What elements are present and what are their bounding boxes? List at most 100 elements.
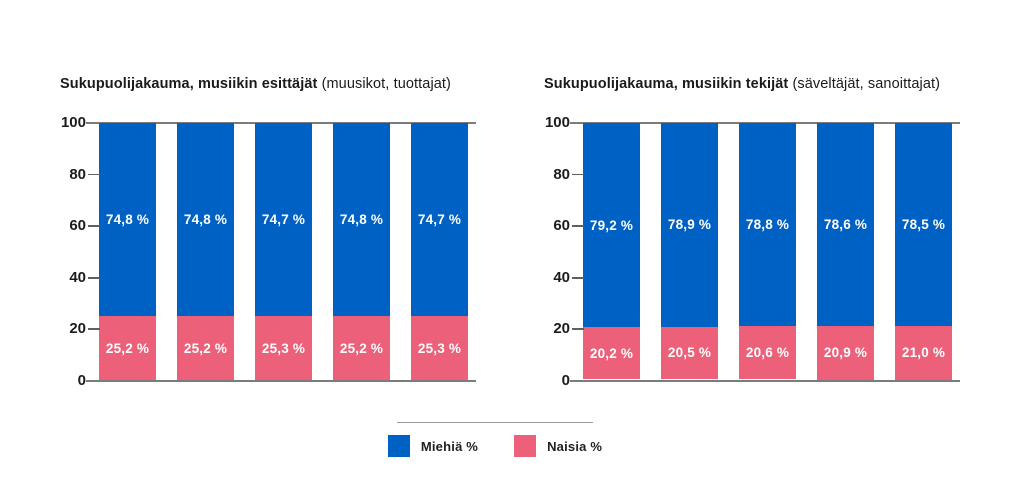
bar-segment-women: 21,0 % — [895, 325, 952, 380]
legend-items: Miehiä % Naisia % — [387, 435, 602, 457]
legend-swatch-icon — [514, 435, 537, 457]
bar-value-label: 78,5 % — [901, 216, 946, 232]
bar-segment-women: 20,6 % — [739, 326, 796, 380]
chart-title-bold: Sukupuolijakauma, musiikin tekijät — [544, 76, 789, 92]
stacked-bar: 74,7 % 25,3 % — [411, 123, 468, 381]
y-tick-mark — [572, 173, 584, 176]
bar-value-label: 25,2 % — [183, 340, 228, 356]
plot-area: 74,8 % 25,2 % 74,8 % 25,2 % 74,7 % 25,3 % 74,8… — [86, 122, 476, 382]
y-tick-mark — [572, 328, 584, 331]
y-tick-label: 60 — [69, 217, 86, 235]
plot: 0 20 40 60 80 100 74,8 % 25,2 % 74,8 % 25,2 % 74,… — [42, 115, 476, 389]
chart-performers: Sukupuolijakauma, musiikin esittäjät (mu… — [42, 70, 476, 392]
bar-segment-men: 78,9 % — [661, 123, 718, 327]
chart-title: Sukupuolijakauma, musiikin esittäjät (mu… — [60, 76, 451, 92]
bar-value-label: 79,2 % — [589, 217, 634, 233]
chart-title-paren: (säveltäjät, sanoittajat) — [792, 76, 941, 92]
bar-value-label: 20,5 % — [667, 345, 712, 361]
stacked-bar: 74,7 % 25,3 % — [255, 123, 312, 381]
chart-title-bold: Sukupuolijakauma, musiikin esittäjät — [60, 76, 318, 92]
top-axis-line — [570, 122, 960, 124]
legend-item: Naisia % — [514, 435, 602, 457]
bars-group: 79,2 % 20,2 % 78,9 % 20,5 % 78,8 % 20,6 % 78,6… — [583, 123, 952, 381]
y-axis: 0 20 40 60 80 100 — [42, 115, 86, 389]
stacked-bar: 78,9 % 20,5 % — [661, 123, 718, 381]
y-tick-label: 40 — [553, 268, 570, 286]
stacked-bar: 78,5 % 21,0 % — [895, 123, 952, 381]
bar-segment-women: 25,3 % — [255, 315, 312, 381]
bar-value-label: 78,9 % — [667, 217, 712, 233]
legend: Miehiä % Naisia % — [0, 422, 1007, 457]
top-axis-line — [86, 122, 476, 124]
stacked-bar: 78,6 % 20,9 % — [817, 123, 874, 381]
y-tick-mark — [88, 173, 100, 176]
bar-segment-women: 25,2 % — [333, 315, 390, 381]
bar-segment-men: 79,2 % — [583, 123, 640, 328]
y-tick-mark — [572, 225, 584, 227]
y-tick-label: 100 — [544, 114, 570, 131]
y-tick-mark — [572, 276, 584, 279]
bar-segment-men: 78,5 % — [895, 123, 952, 326]
bar-segment-men: 78,6 % — [817, 123, 874, 326]
legend-label: Miehiä % — [420, 438, 479, 454]
y-tick-mark — [88, 276, 100, 279]
bar-segment-men: 74,7 % — [255, 123, 312, 316]
bar-value-label: 20,9 % — [823, 345, 868, 361]
bar-segment-women: 20,5 % — [661, 326, 718, 380]
legend-item: Miehiä % — [387, 435, 479, 457]
bar-segment-men: 78,8 % — [739, 123, 796, 327]
bar-value-label: 74,7 % — [261, 211, 306, 227]
y-tick-mark — [88, 225, 100, 227]
y-tick-label: 80 — [69, 165, 86, 183]
legend-swatch-icon — [387, 435, 410, 457]
bar-segment-men: 74,8 % — [177, 123, 234, 316]
bar-value-label: 74,7 % — [417, 211, 462, 227]
bar-value-label: 25,2 % — [339, 340, 384, 356]
plot: 0 20 40 60 80 100 79,2 % 20,2 % 78,9 % 20,5 % 78,… — [526, 115, 960, 389]
bar-segment-men: 74,8 % — [333, 123, 390, 316]
y-tick-label: 100 — [60, 114, 86, 131]
y-tick-label: 0 — [77, 372, 86, 389]
bar-value-label: 78,6 % — [823, 216, 868, 232]
stacked-bar: 79,2 % 20,2 % — [583, 123, 640, 381]
bar-segment-men: 74,8 % — [99, 123, 156, 316]
stacked-bar: 74,8 % 25,2 % — [333, 123, 390, 381]
y-tick-mark — [88, 328, 100, 331]
y-tick-label: 40 — [69, 268, 86, 286]
stacked-bar: 74,8 % 25,2 % — [177, 123, 234, 381]
y-axis: 0 20 40 60 80 100 — [526, 115, 570, 389]
bar-value-label: 20,2 % — [589, 345, 634, 361]
bar-value-label: 74,8 % — [183, 211, 228, 227]
legend-label: Naisia % — [547, 438, 603, 454]
chart-title-paren: (muusikot, tuottajat) — [321, 76, 451, 92]
bar-value-label: 25,3 % — [417, 340, 462, 356]
bar-segment-women: 25,3 % — [411, 315, 468, 381]
bar-segment-men: 74,7 % — [411, 123, 468, 316]
bar-value-label: 78,8 % — [745, 217, 790, 233]
bar-segment-women: 20,9 % — [817, 325, 874, 380]
chart-creators: Sukupuolijakauma, musiikin tekijät (säve… — [526, 70, 960, 392]
bar-value-label: 21,0 % — [901, 345, 946, 361]
bar-value-label: 74,8 % — [105, 211, 150, 227]
bars-group: 74,8 % 25,2 % 74,8 % 25,2 % 74,7 % 25,3 % 74,8… — [99, 123, 468, 381]
bar-value-label: 25,3 % — [261, 340, 306, 356]
bar-value-label: 20,6 % — [745, 345, 790, 361]
stacked-bar: 74,8 % 25,2 % — [99, 123, 156, 381]
bottom-axis-line — [570, 380, 960, 382]
legend-divider — [397, 422, 593, 423]
bar-value-label: 74,8 % — [339, 211, 384, 227]
y-tick-label: 20 — [69, 320, 86, 338]
bottom-axis-line — [86, 380, 476, 382]
bar-segment-women: 25,2 % — [99, 315, 156, 381]
stacked-bar: 78,8 % 20,6 % — [739, 123, 796, 381]
plot-area: 79,2 % 20,2 % 78,9 % 20,5 % 78,8 % 20,6 % 78,6… — [570, 122, 960, 382]
bar-value-label: 25,2 % — [105, 340, 150, 356]
y-tick-label: 60 — [553, 217, 570, 235]
y-tick-label: 80 — [553, 165, 570, 183]
chart-title: Sukupuolijakauma, musiikin tekijät (säve… — [544, 76, 940, 92]
y-tick-label: 0 — [561, 372, 570, 389]
y-tick-label: 20 — [553, 320, 570, 338]
bar-segment-women: 20,2 % — [583, 327, 640, 380]
bar-segment-women: 25,2 % — [177, 315, 234, 381]
